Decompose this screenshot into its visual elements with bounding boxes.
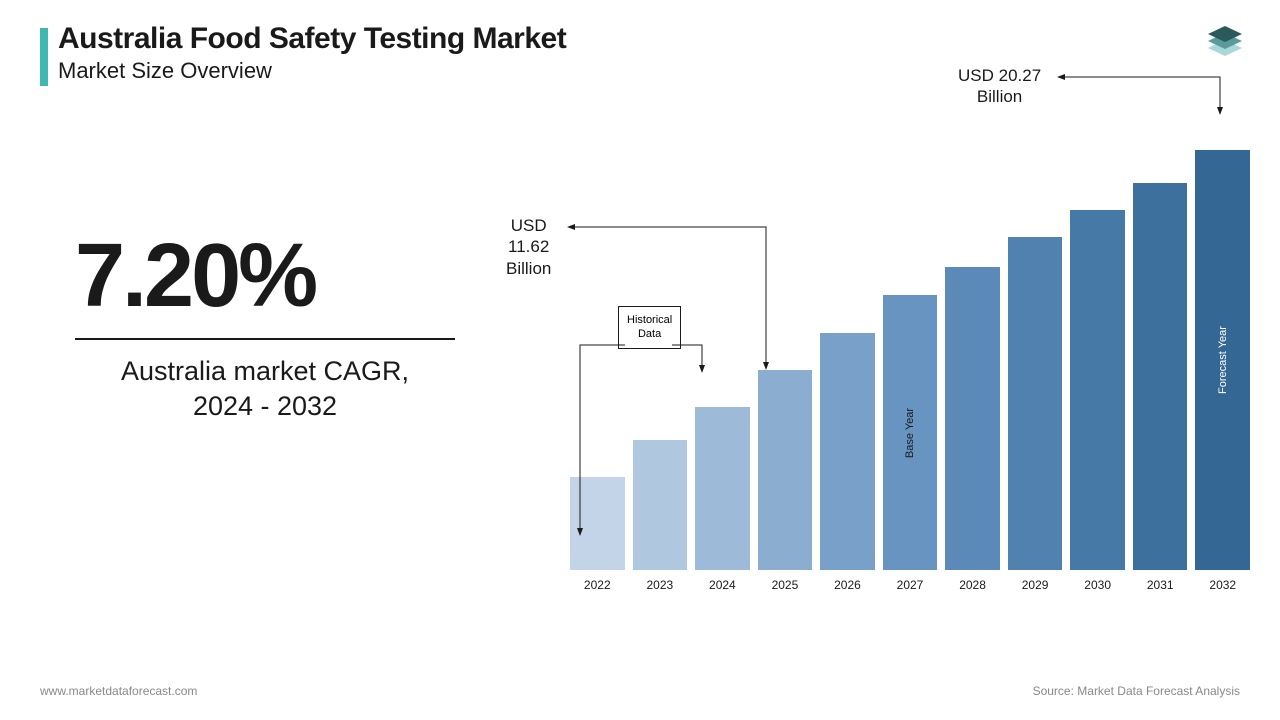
bar-year-label: 2022 <box>570 578 625 592</box>
bar-year-label: 2027 <box>883 578 938 592</box>
layers-icon <box>1208 26 1242 56</box>
page-subtitle: Market Size Overview <box>58 58 272 84</box>
bar-chart: 202220232024202520262027Base Year2028202… <box>570 130 1250 600</box>
bar-2030: 2030 <box>1070 210 1125 570</box>
bar-year-label: 2029 <box>1008 578 1063 592</box>
bar-2029: 2029 <box>1008 237 1063 570</box>
brand-logo <box>1200 20 1250 75</box>
bar-year-label: 2028 <box>945 578 1000 592</box>
cagr-block: 7.20% Australia market CAGR, 2024 - 2032 <box>75 225 475 424</box>
footer-source: Source: Market Data Forecast Analysis <box>1033 684 1240 698</box>
cagr-value: 7.20% <box>75 225 475 328</box>
bar-annotation: Base Year <box>904 407 916 457</box>
end-value-callout: USD 20.27Billion <box>958 65 1041 108</box>
footer-url: www.marketdataforecast.com <box>40 684 197 698</box>
bar-2031: 2031 <box>1133 183 1188 570</box>
title-accent-bar <box>40 28 48 86</box>
bar-year-label: 2025 <box>758 578 813 592</box>
bar-annotation: Forecast Year <box>1217 326 1229 394</box>
bar-year-label: 2032 <box>1195 578 1250 592</box>
page-title: Australia Food Safety Testing Market <box>58 22 566 56</box>
bar-2027: 2027Base Year <box>883 295 938 570</box>
start-value-arrow <box>570 227 830 377</box>
cagr-divider <box>75 338 455 340</box>
bar-year-label: 2024 <box>695 578 750 592</box>
end-value-arrow <box>1060 77 1260 137</box>
bar-year-label: 2026 <box>820 578 875 592</box>
bar-year-label: 2031 <box>1133 578 1188 592</box>
bar-2028: 2028 <box>945 267 1000 570</box>
bar-year-label: 2030 <box>1070 578 1125 592</box>
bar-2032: 2032Forecast Year <box>1195 150 1250 570</box>
start-value-callout: USD11.62Billion <box>506 215 551 279</box>
bar-year-label: 2023 <box>633 578 688 592</box>
cagr-label: Australia market CAGR, 2024 - 2032 <box>75 354 455 424</box>
